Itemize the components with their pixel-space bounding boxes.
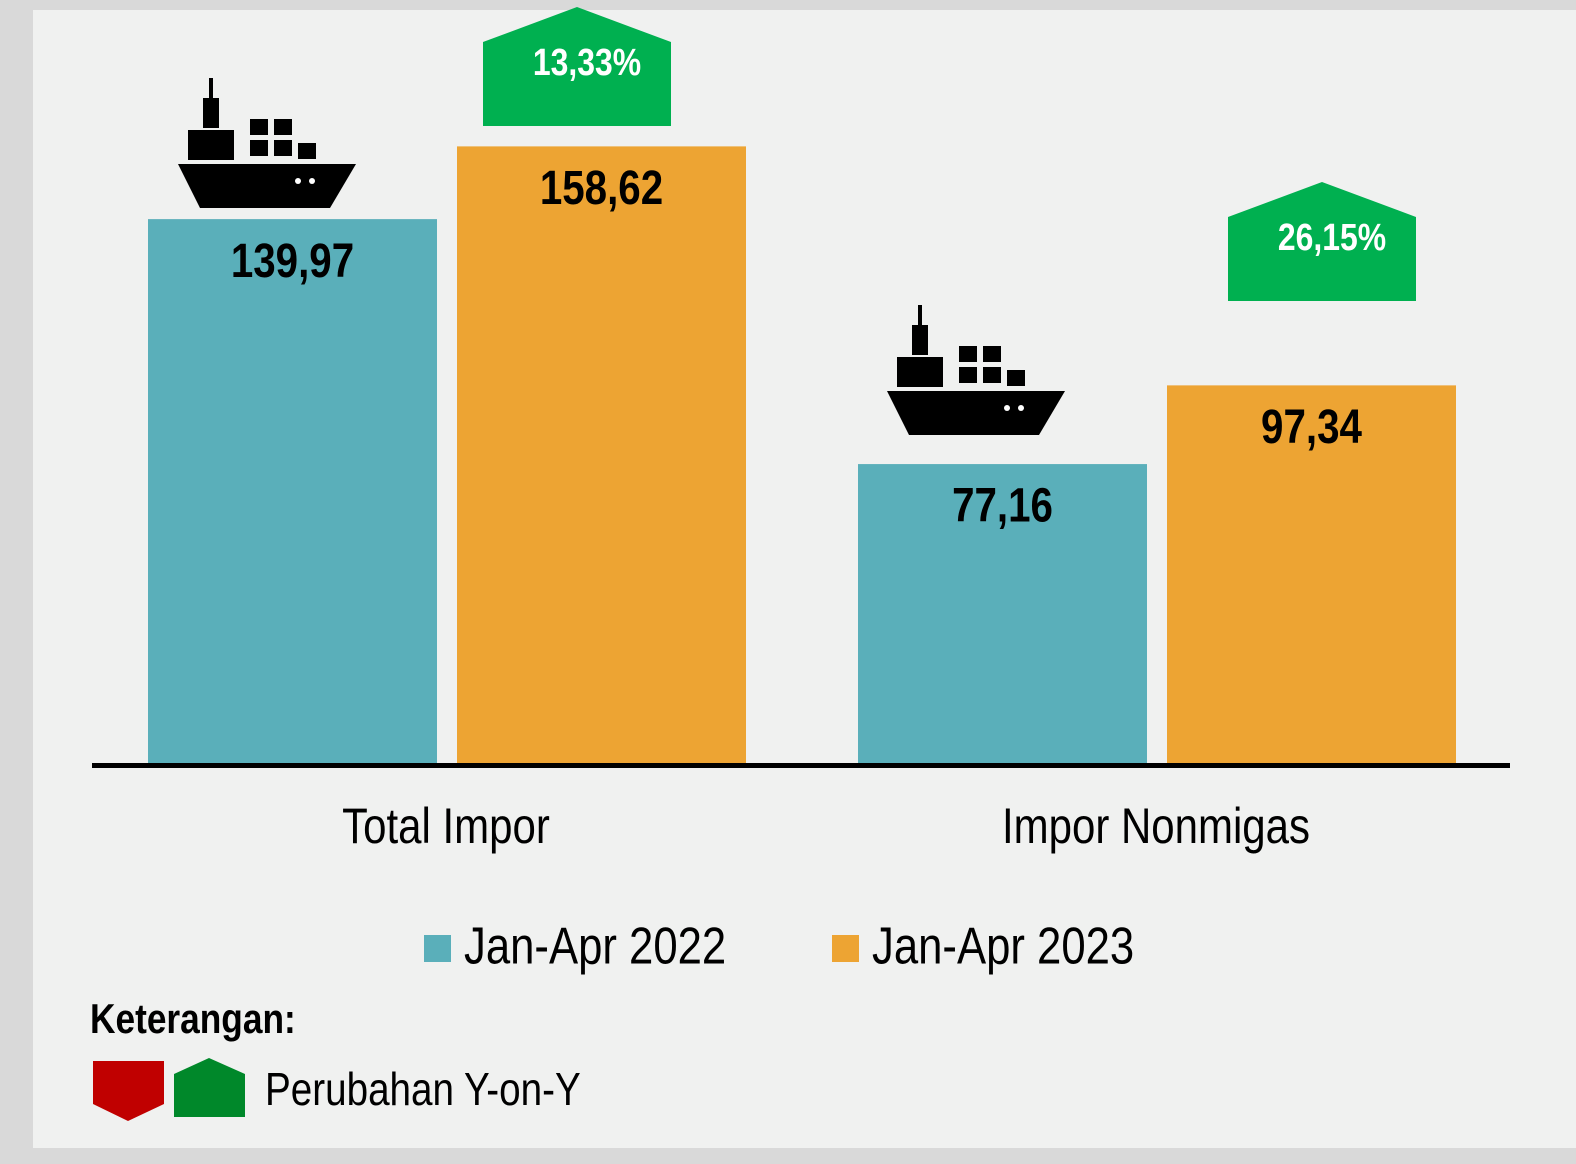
ship-porthole — [1004, 405, 1010, 411]
note-title: Keterangan: — [90, 996, 296, 1043]
ship-container — [959, 367, 977, 383]
ship-stack — [203, 98, 219, 128]
bar — [457, 146, 746, 765]
value-label: 77,16 — [952, 480, 1053, 533]
ship-container — [274, 119, 292, 135]
ship-icon — [887, 305, 1065, 435]
note-down-icon — [93, 1061, 164, 1121]
x-tick-label: Impor Nonmigas — [1002, 798, 1310, 854]
legend-swatch — [832, 935, 859, 962]
ship-hull — [887, 391, 1065, 435]
note-up-icon — [174, 1058, 245, 1117]
bar — [148, 219, 437, 765]
change-badge — [1228, 182, 1416, 301]
ship-container — [1007, 370, 1025, 386]
ship-container — [983, 346, 1001, 362]
ship-porthole — [1018, 405, 1024, 411]
ship-porthole — [295, 178, 301, 184]
ship-container — [250, 119, 268, 135]
legend-label: Jan-Apr 2022 — [464, 918, 726, 975]
ship-mast — [918, 305, 922, 325]
ship-container — [959, 346, 977, 362]
value-label: 139,97 — [231, 235, 354, 288]
x-tick-label: Total Impor — [342, 798, 550, 854]
ship-hull — [178, 164, 356, 208]
ship-bridge — [897, 357, 943, 387]
ship-stack — [912, 325, 928, 355]
value-label: 97,34 — [1261, 401, 1362, 454]
ship-porthole — [309, 178, 315, 184]
ship-container — [274, 140, 292, 156]
bar — [858, 464, 1147, 765]
change-badge — [483, 7, 671, 126]
change-label: 13,33% — [533, 41, 641, 83]
baseline — [92, 763, 1510, 768]
ship-container — [983, 367, 1001, 383]
legend-swatch — [424, 935, 451, 962]
bar — [1167, 385, 1456, 765]
ship-bridge — [188, 130, 234, 160]
change-label: 26,15% — [1278, 216, 1386, 258]
note-label: Perubahan Y-on-Y — [265, 1064, 581, 1115]
ship-container — [298, 143, 316, 159]
ship-icon — [178, 78, 356, 208]
legend-label: Jan-Apr 2023 — [872, 918, 1134, 975]
ship-container — [250, 140, 268, 156]
value-label: 158,62 — [540, 162, 663, 215]
ship-mast — [209, 78, 213, 98]
